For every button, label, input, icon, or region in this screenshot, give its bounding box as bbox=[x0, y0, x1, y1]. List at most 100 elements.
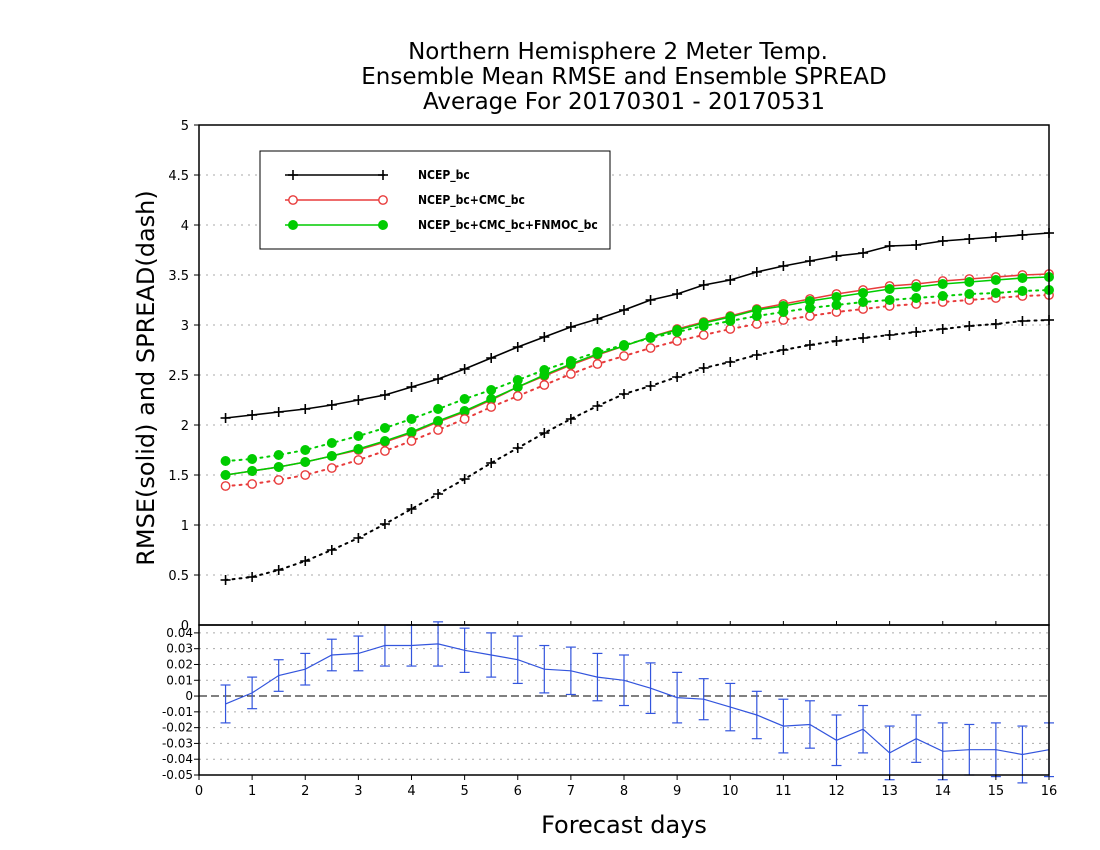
data-point bbox=[698, 280, 709, 290]
data-point bbox=[300, 404, 311, 414]
data-point bbox=[300, 457, 311, 467]
data-point bbox=[539, 380, 550, 390]
x-tick-label: 7 bbox=[567, 784, 575, 799]
data-point bbox=[353, 455, 364, 465]
data-point bbox=[512, 391, 523, 401]
chart-title: Northern Hemisphere 2 Meter Temp. Ensemb… bbox=[361, 39, 886, 115]
data-point bbox=[353, 431, 364, 441]
data-point bbox=[672, 327, 683, 337]
data-point bbox=[326, 400, 337, 410]
data-point bbox=[406, 414, 417, 424]
data-point bbox=[911, 293, 922, 303]
data-point bbox=[247, 454, 258, 464]
data-point bbox=[247, 466, 258, 476]
data-point bbox=[486, 402, 497, 412]
data-point bbox=[433, 416, 444, 426]
y-tick-label: 0 bbox=[185, 689, 193, 703]
x-tick-label: 2 bbox=[301, 784, 309, 799]
y-tick-label: 0.04 bbox=[166, 626, 193, 640]
data-point bbox=[326, 451, 337, 461]
data-point bbox=[937, 279, 948, 289]
legend-marker bbox=[378, 170, 388, 180]
x-axis-ticks: 0 1 2 3 4 5 6 7 8 9 10 11 12 13 14 15 16 bbox=[195, 621, 1057, 799]
data-point bbox=[831, 336, 842, 346]
chart-title-line-2: Ensemble Mean RMSE and Ensemble SPREAD bbox=[361, 64, 886, 90]
y-axis-label: RMSE(solid) and SPREAD(dash) bbox=[132, 190, 160, 566]
series-line bbox=[224, 289, 1050, 462]
legend-marker bbox=[378, 220, 388, 230]
data-point bbox=[1017, 273, 1028, 283]
data-point bbox=[884, 330, 895, 340]
data-point bbox=[858, 288, 869, 298]
data-point bbox=[831, 251, 842, 261]
data-point bbox=[512, 443, 523, 453]
data-point bbox=[565, 322, 576, 332]
x-tick-label: 13 bbox=[881, 784, 898, 799]
data-point bbox=[220, 575, 231, 585]
x-tick-label: 5 bbox=[460, 784, 468, 799]
data-point bbox=[406, 427, 417, 437]
data-point bbox=[486, 385, 497, 395]
data-point bbox=[1017, 316, 1028, 326]
y-tick-label: 1.5 bbox=[168, 469, 189, 484]
data-point bbox=[911, 240, 922, 250]
data-point bbox=[698, 321, 709, 331]
y-tick-label: 3.5 bbox=[168, 269, 189, 284]
data-point bbox=[406, 382, 417, 392]
data-point bbox=[751, 311, 762, 321]
data-point bbox=[778, 345, 789, 355]
data-point bbox=[406, 504, 417, 514]
data-point bbox=[778, 307, 789, 317]
legend-label: NCEP_bc bbox=[418, 168, 470, 183]
data-point bbox=[937, 324, 948, 334]
data-point bbox=[592, 314, 603, 324]
x-tick-label: 6 bbox=[514, 784, 522, 799]
data-point bbox=[379, 423, 390, 433]
data-point bbox=[247, 479, 258, 489]
data-point bbox=[964, 321, 975, 331]
x-tick-label: 8 bbox=[620, 784, 628, 799]
data-point bbox=[459, 474, 470, 484]
data-point bbox=[592, 347, 603, 357]
x-tick-label: 12 bbox=[828, 784, 845, 799]
data-point bbox=[619, 389, 629, 399]
y-tick-label: -0.04 bbox=[162, 752, 193, 766]
data-point bbox=[433, 489, 444, 499]
data-point bbox=[433, 374, 444, 384]
data-point bbox=[379, 519, 390, 529]
data-point bbox=[459, 394, 470, 404]
data-point bbox=[778, 315, 789, 325]
data-point bbox=[725, 275, 736, 285]
x-tick-label: 14 bbox=[934, 784, 951, 799]
data-point bbox=[300, 445, 311, 455]
data-point bbox=[804, 340, 815, 350]
data-point bbox=[565, 414, 576, 424]
data-point bbox=[725, 316, 736, 326]
x-tick-label: 15 bbox=[988, 784, 1005, 799]
data-point bbox=[672, 372, 683, 382]
data-point bbox=[645, 343, 656, 353]
difference-line bbox=[225, 643, 1050, 756]
data-point bbox=[486, 353, 497, 363]
data-point bbox=[645, 333, 656, 343]
x-tick-label: 4 bbox=[407, 784, 415, 799]
series-line bbox=[225, 276, 1050, 476]
bottom-y-axis-ticks: -0.05 -0.04 -0.03-0.02 -0.01 0 0.01 0.020.03 0.… bbox=[162, 626, 199, 782]
data-point bbox=[751, 350, 762, 360]
data-point bbox=[459, 364, 470, 374]
x-tick-label: 1 bbox=[248, 784, 256, 799]
data-point bbox=[220, 413, 231, 423]
data-point bbox=[698, 363, 709, 373]
data-point bbox=[220, 456, 231, 466]
data-point bbox=[645, 295, 656, 305]
x-tick-label: 9 bbox=[673, 784, 681, 799]
data-point bbox=[937, 236, 948, 246]
data-point bbox=[565, 369, 576, 379]
data-point bbox=[220, 481, 231, 491]
data-point bbox=[247, 410, 258, 420]
data-point bbox=[539, 332, 550, 342]
data-point bbox=[273, 475, 284, 485]
data-point bbox=[964, 234, 975, 244]
y-tick-label: 3 bbox=[181, 319, 189, 334]
data-point bbox=[273, 462, 284, 472]
